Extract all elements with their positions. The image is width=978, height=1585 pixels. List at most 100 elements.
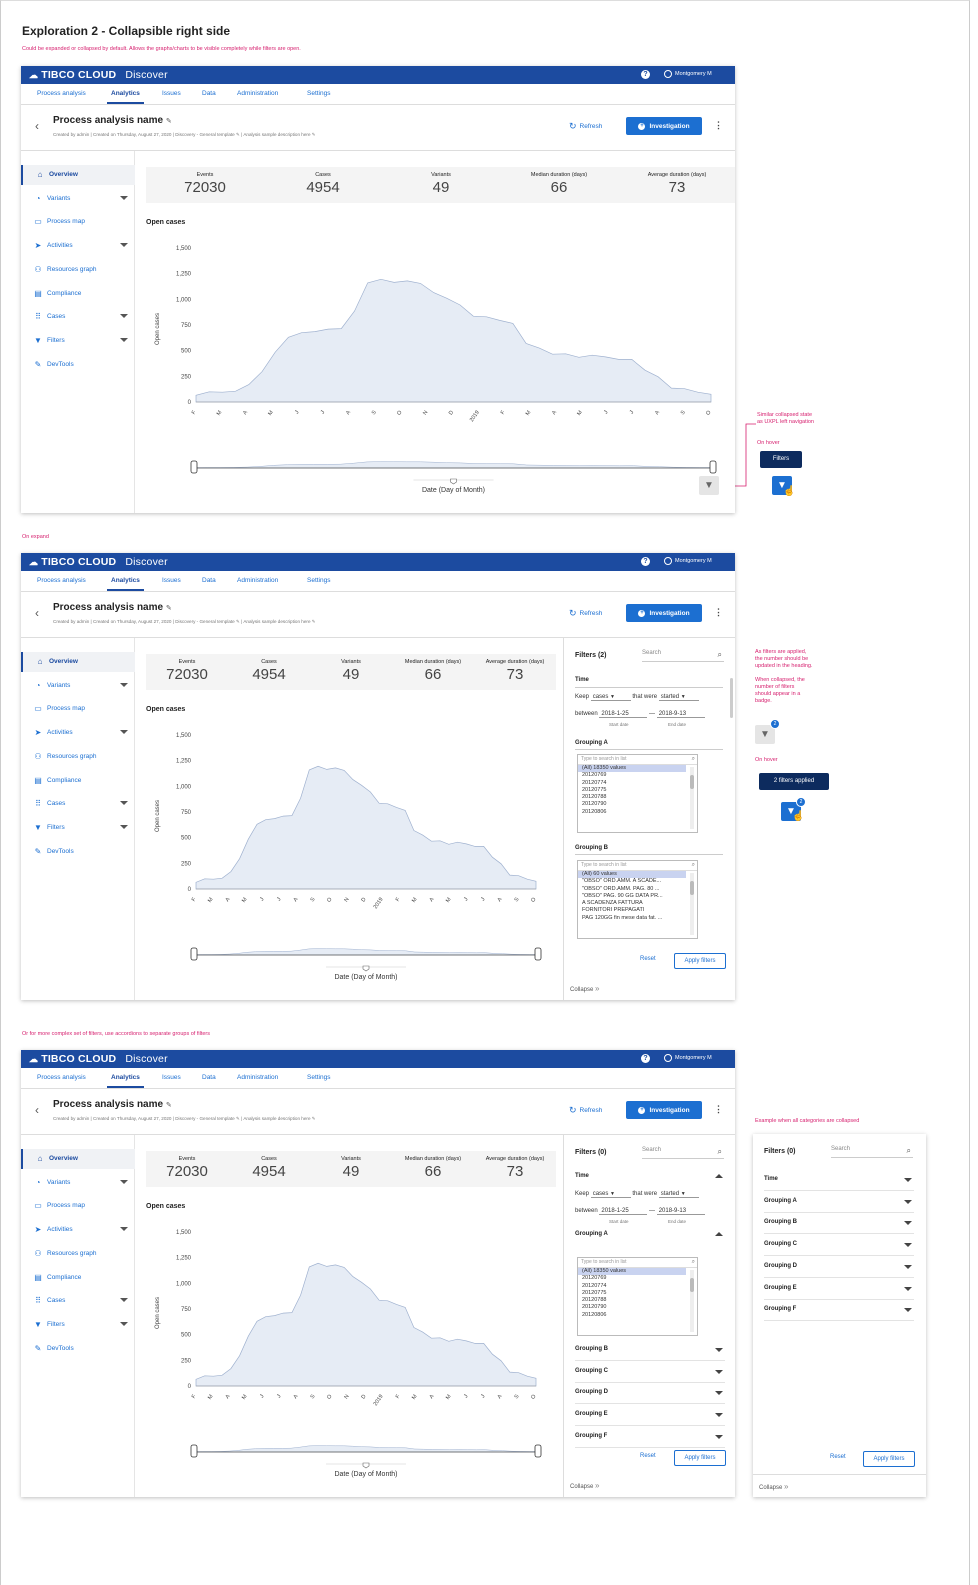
- chevron-down-icon[interactable]: [120, 730, 128, 735]
- help-icon[interactable]: ?: [641, 70, 650, 79]
- more-options-icon[interactable]: ⋮: [714, 1104, 723, 1114]
- range-handle-left[interactable]: [190, 1444, 198, 1458]
- list-option[interactable]: (All) 60 values: [578, 871, 686, 879]
- help-icon[interactable]: ?: [641, 557, 650, 566]
- accordion-grouping-f[interactable]: Grouping F: [575, 1427, 725, 1448]
- reset-button[interactable]: Reset: [830, 1454, 846, 1460]
- nav-item-cases[interactable]: ⠿ Cases: [21, 1291, 133, 1311]
- apply-filters-button[interactable]: Apply filters: [674, 1450, 726, 1466]
- filter-search-input[interactable]: Search ⌕: [642, 1147, 724, 1159]
- list-option[interactable]: "OBSO" ORD.AMM. A SCADE...: [582, 878, 662, 885]
- user-menu[interactable]: Montgomery M: [664, 557, 712, 565]
- nav-item-devtools[interactable]: ✎ DevTools: [21, 842, 133, 862]
- nav-item-resources-graph[interactable]: ⚇ Resources graph: [21, 260, 133, 280]
- help-icon[interactable]: ?: [641, 1054, 650, 1063]
- nav-item-activities[interactable]: ➤ Activities: [21, 1220, 133, 1240]
- user-menu[interactable]: Montgomery M: [664, 70, 712, 78]
- accordion-time[interactable]: Time: [764, 1170, 914, 1191]
- list-option[interactable]: FORNITORI PREPAGATI: [582, 907, 645, 914]
- investigation-button[interactable]: + Investigation: [626, 604, 702, 622]
- list-option[interactable]: (All) 18350 values: [578, 765, 686, 773]
- range-handle-left[interactable]: [190, 460, 198, 474]
- accordion-grouping-a[interactable]: Grouping A: [764, 1192, 914, 1213]
- tab-data[interactable]: Data: [202, 1074, 216, 1081]
- tab-analytics[interactable]: Analytics: [107, 1074, 144, 1088]
- tab-issues[interactable]: Issues: [162, 1074, 181, 1081]
- list-search-input[interactable]: Type to search in list ⌕: [578, 1258, 697, 1268]
- list-search-input[interactable]: Type to search in list ⌕: [578, 755, 697, 765]
- nav-item-variants[interactable]: ◔ Variants: [21, 1173, 133, 1193]
- list-option[interactable]: 20120788: [582, 794, 607, 801]
- chevron-down-icon[interactable]: [120, 682, 128, 687]
- collapse-filters-button[interactable]: Collapse »: [570, 984, 599, 993]
- nav-item-filters[interactable]: ▼ Filters: [21, 1315, 133, 1335]
- tab-process-analysis[interactable]: Process analysis: [37, 577, 86, 584]
- collapse-filters-button[interactable]: Collapse »: [759, 1482, 788, 1491]
- filter-panel-scrollbar[interactable]: [730, 678, 733, 718]
- accordion-grouping-f[interactable]: Grouping F: [764, 1300, 914, 1322]
- reset-button[interactable]: Reset: [640, 1453, 656, 1459]
- list-scrollbar[interactable]: [690, 1270, 694, 1332]
- chevron-down-icon[interactable]: [120, 1227, 128, 1232]
- tab-analytics[interactable]: Analytics: [107, 90, 144, 104]
- accordion-grouping-d[interactable]: Grouping D: [764, 1257, 914, 1278]
- tab-data[interactable]: Data: [202, 577, 216, 584]
- accordion-grouping-b[interactable]: Grouping B: [764, 1213, 914, 1235]
- pencil-icon[interactable]: ✎: [165, 1102, 172, 1109]
- nav-item-cases[interactable]: ⠿ Cases: [21, 307, 133, 327]
- list-option[interactable]: 20120806: [582, 808, 607, 815]
- refresh-button[interactable]: ↻ Refresh: [569, 608, 602, 619]
- pencil-icon[interactable]: ✎: [165, 118, 172, 125]
- filter-search-input[interactable]: Search ⌕: [831, 1146, 913, 1158]
- end-date-input[interactable]: 2018-9-13: [656, 711, 705, 718]
- accordion-grouping-c[interactable]: Grouping C: [575, 1362, 725, 1383]
- nav-item-resources-graph[interactable]: ⚇ Resources graph: [21, 1244, 133, 1264]
- chevron-down-icon[interactable]: [120, 801, 128, 806]
- logo[interactable]: ☁ TIBCO CLOUD Discover: [29, 556, 168, 568]
- start-date-input[interactable]: 2018-1-25: [599, 711, 648, 718]
- nav-item-process-map[interactable]: ▭ Process map: [21, 212, 133, 232]
- filter-search-input[interactable]: Search ⌕: [642, 650, 724, 662]
- list-option[interactable]: (All) 18350 values: [578, 1268, 686, 1276]
- nav-item-compliance[interactable]: ▤ Compliance: [21, 284, 133, 304]
- logo[interactable]: ☁ TIBCO CLOUD Discover: [29, 1053, 168, 1065]
- filters-applied-hover-button[interactable]: ▼: [781, 802, 801, 821]
- end-date-input[interactable]: 2018-9-13: [656, 1208, 705, 1215]
- list-option[interactable]: 20120790: [582, 801, 607, 808]
- nav-item-overview[interactable]: ⌂ Overview: [21, 1149, 135, 1169]
- chevron-down-icon[interactable]: [120, 824, 128, 829]
- chevron-down-icon[interactable]: [120, 1298, 128, 1303]
- accordion-grouping-a[interactable]: Grouping A: [575, 1225, 725, 1245]
- filters-hover-button[interactable]: ▼: [772, 476, 792, 495]
- investigation-button[interactable]: + Investigation: [626, 1101, 702, 1119]
- back-arrow-icon[interactable]: ‹: [35, 606, 39, 620]
- nav-item-filters[interactable]: ▼ Filters: [21, 331, 133, 351]
- list-option[interactable]: 20120775: [582, 1289, 607, 1296]
- tab-settings[interactable]: Settings: [307, 1074, 331, 1081]
- apply-filters-button[interactable]: Apply filters: [863, 1451, 915, 1467]
- chevron-down-icon[interactable]: [120, 1179, 128, 1184]
- start-date-input[interactable]: 2018-1-25: [599, 1208, 648, 1215]
- chevron-down-icon[interactable]: [120, 1321, 128, 1326]
- filters-toggle-button[interactable]: ▼: [699, 476, 719, 495]
- range-center-handle[interactable]: [362, 965, 370, 972]
- more-options-icon[interactable]: ⋮: [714, 120, 723, 130]
- reset-button[interactable]: Reset: [640, 956, 656, 962]
- tab-analytics[interactable]: Analytics: [107, 577, 144, 591]
- nav-item-devtools[interactable]: ✎ DevTools: [21, 355, 133, 375]
- nav-item-filters[interactable]: ▼ Filters: [21, 818, 133, 838]
- tab-administration[interactable]: Administration: [237, 1074, 279, 1081]
- tab-data[interactable]: Data: [202, 90, 216, 97]
- investigation-button[interactable]: + Investigation: [626, 117, 702, 135]
- list-option[interactable]: 20120769: [582, 772, 607, 779]
- back-arrow-icon[interactable]: ‹: [35, 119, 39, 133]
- accordion-grouping-d[interactable]: Grouping D: [575, 1383, 725, 1405]
- list-option[interactable]: 20120790: [582, 1304, 607, 1311]
- accordion-grouping-b[interactable]: Grouping B: [575, 1340, 725, 1361]
- nav-item-variants[interactable]: ◔ Variants: [21, 676, 133, 696]
- accordion-grouping-e[interactable]: Grouping E: [764, 1279, 914, 1300]
- filters-collapsed-button[interactable]: ▼: [755, 725, 775, 744]
- group-a-listbox[interactable]: Type to search in list ⌕ (All) 18350 value…: [577, 754, 698, 833]
- tab-settings[interactable]: Settings: [307, 90, 331, 97]
- list-option[interactable]: PAG 120GG fin mese data fat. ...: [582, 914, 663, 921]
